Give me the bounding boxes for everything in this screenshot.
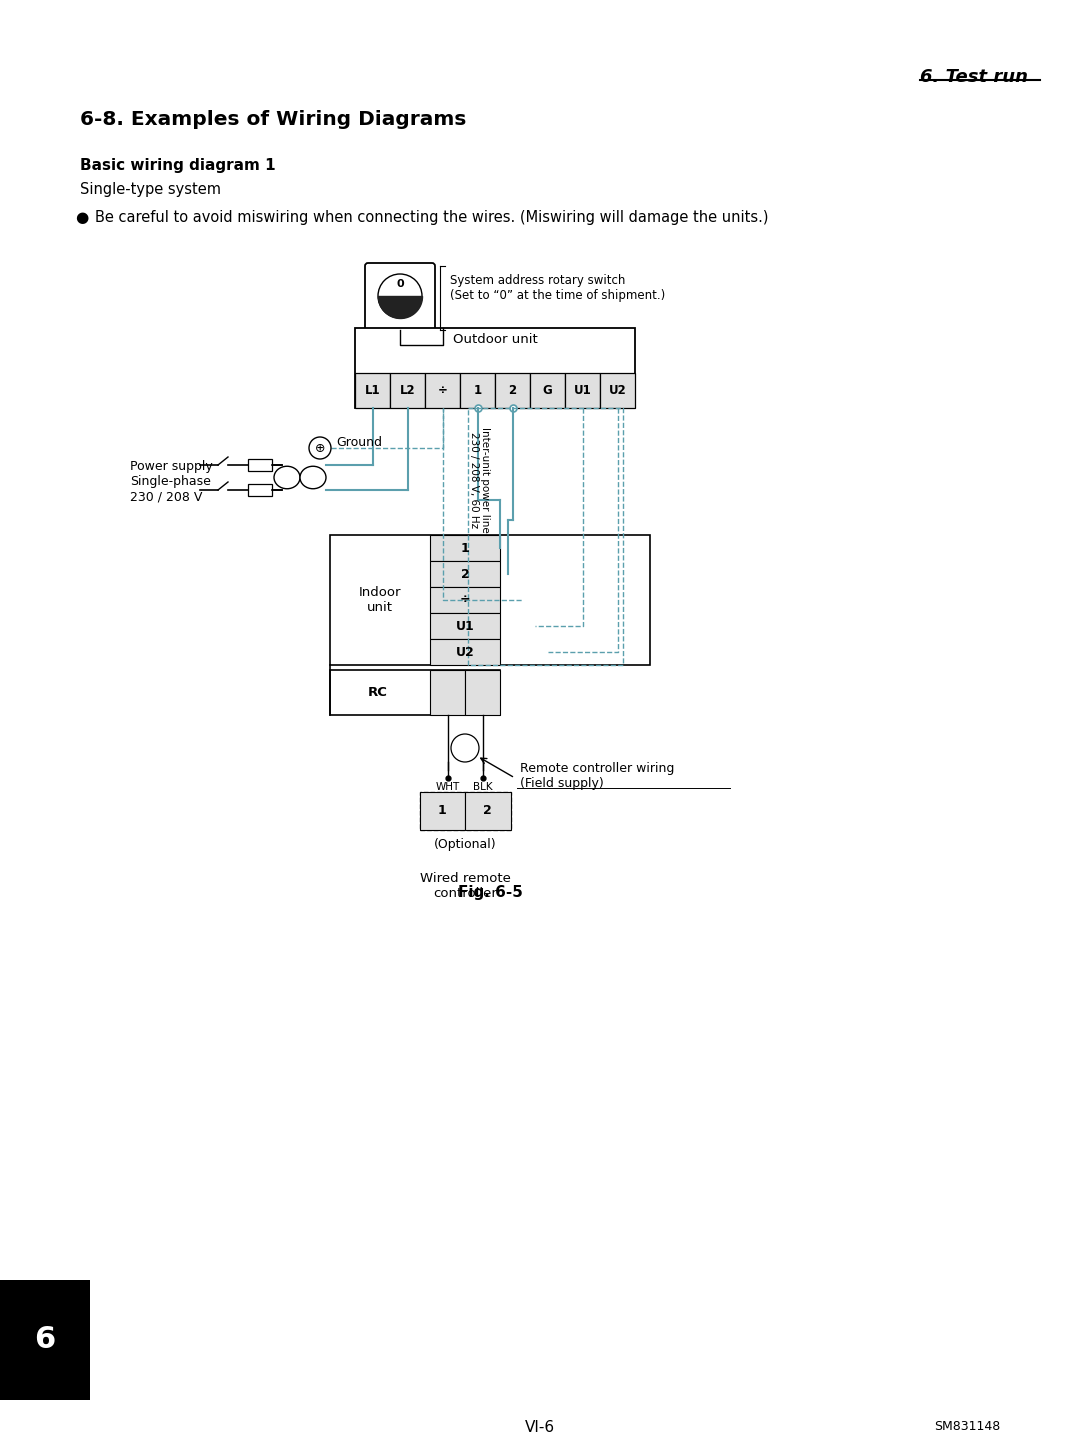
Text: Single-type system: Single-type system: [80, 182, 221, 196]
Text: WHT: WHT: [435, 782, 460, 792]
Text: Fig. 6-5: Fig. 6-5: [458, 885, 523, 900]
Text: SM831148: SM831148: [934, 1421, 1000, 1434]
Text: 6: 6: [35, 1326, 56, 1355]
Circle shape: [378, 273, 422, 318]
FancyBboxPatch shape: [430, 535, 500, 561]
FancyBboxPatch shape: [419, 792, 511, 830]
FancyBboxPatch shape: [495, 374, 530, 409]
Text: ⊕: ⊕: [314, 442, 325, 455]
Ellipse shape: [274, 467, 300, 489]
Text: (Optional): (Optional): [434, 838, 497, 851]
Text: ÷: ÷: [460, 593, 470, 606]
Text: 0: 0: [396, 279, 404, 289]
Text: 6. Test run: 6. Test run: [920, 68, 1028, 86]
Text: 2: 2: [509, 384, 516, 397]
Text: U2: U2: [609, 384, 626, 397]
FancyBboxPatch shape: [565, 374, 600, 409]
Text: 2: 2: [461, 567, 470, 580]
FancyBboxPatch shape: [390, 374, 426, 409]
FancyBboxPatch shape: [426, 374, 460, 409]
Text: 2: 2: [484, 804, 492, 817]
FancyBboxPatch shape: [355, 329, 635, 409]
FancyBboxPatch shape: [530, 374, 565, 409]
Text: Wired remote
controller: Wired remote controller: [419, 872, 511, 900]
Text: Power supply
Single-phase
230 / 208 V: Power supply Single-phase 230 / 208 V: [130, 459, 213, 503]
Text: VI-6: VI-6: [525, 1421, 555, 1435]
Text: RC: RC: [368, 686, 388, 699]
FancyBboxPatch shape: [248, 484, 272, 496]
FancyBboxPatch shape: [419, 792, 465, 830]
Text: 1: 1: [461, 541, 470, 554]
FancyBboxPatch shape: [355, 374, 390, 409]
Text: L1: L1: [365, 384, 380, 397]
FancyBboxPatch shape: [365, 263, 435, 333]
Text: U1: U1: [456, 619, 474, 632]
FancyBboxPatch shape: [460, 374, 495, 409]
Text: Ground: Ground: [336, 436, 382, 449]
Text: U2: U2: [456, 646, 474, 659]
FancyBboxPatch shape: [430, 587, 500, 614]
FancyBboxPatch shape: [0, 1280, 90, 1400]
Text: Be careful to avoid miswiring when connecting the wires. (Miswiring will damage : Be careful to avoid miswiring when conne…: [95, 209, 769, 225]
Text: Indoor
unit: Indoor unit: [359, 586, 402, 614]
Text: 1: 1: [473, 384, 482, 397]
Text: ÷: ÷: [437, 384, 447, 397]
Text: BLK: BLK: [473, 782, 492, 792]
FancyBboxPatch shape: [330, 535, 650, 664]
Text: Remote controller wiring
(Field supply): Remote controller wiring (Field supply): [519, 762, 674, 790]
FancyBboxPatch shape: [430, 614, 500, 638]
FancyBboxPatch shape: [248, 459, 272, 471]
Text: ●: ●: [75, 209, 89, 225]
Text: U1: U1: [573, 384, 592, 397]
FancyBboxPatch shape: [465, 670, 500, 715]
Text: System address rotary switch
(Set to “0” at the time of shipment.): System address rotary switch (Set to “0”…: [450, 273, 665, 302]
Text: 1: 1: [437, 804, 447, 817]
Text: Inter-unit power line
230 / 208 V, 60 Hz: Inter-unit power line 230 / 208 V, 60 Hz: [469, 427, 490, 532]
FancyBboxPatch shape: [600, 374, 635, 409]
Text: G: G: [542, 384, 552, 397]
Ellipse shape: [300, 467, 326, 489]
FancyBboxPatch shape: [465, 792, 511, 830]
Circle shape: [309, 438, 330, 459]
FancyBboxPatch shape: [430, 670, 465, 715]
Text: 6-8. Examples of Wiring Diagrams: 6-8. Examples of Wiring Diagrams: [80, 111, 467, 129]
Text: L2: L2: [400, 384, 416, 397]
Text: Outdoor unit: Outdoor unit: [453, 333, 538, 346]
Circle shape: [451, 734, 480, 762]
FancyBboxPatch shape: [430, 638, 500, 664]
FancyBboxPatch shape: [330, 670, 500, 715]
FancyBboxPatch shape: [430, 561, 500, 587]
Text: Basic wiring diagram 1: Basic wiring diagram 1: [80, 158, 275, 173]
